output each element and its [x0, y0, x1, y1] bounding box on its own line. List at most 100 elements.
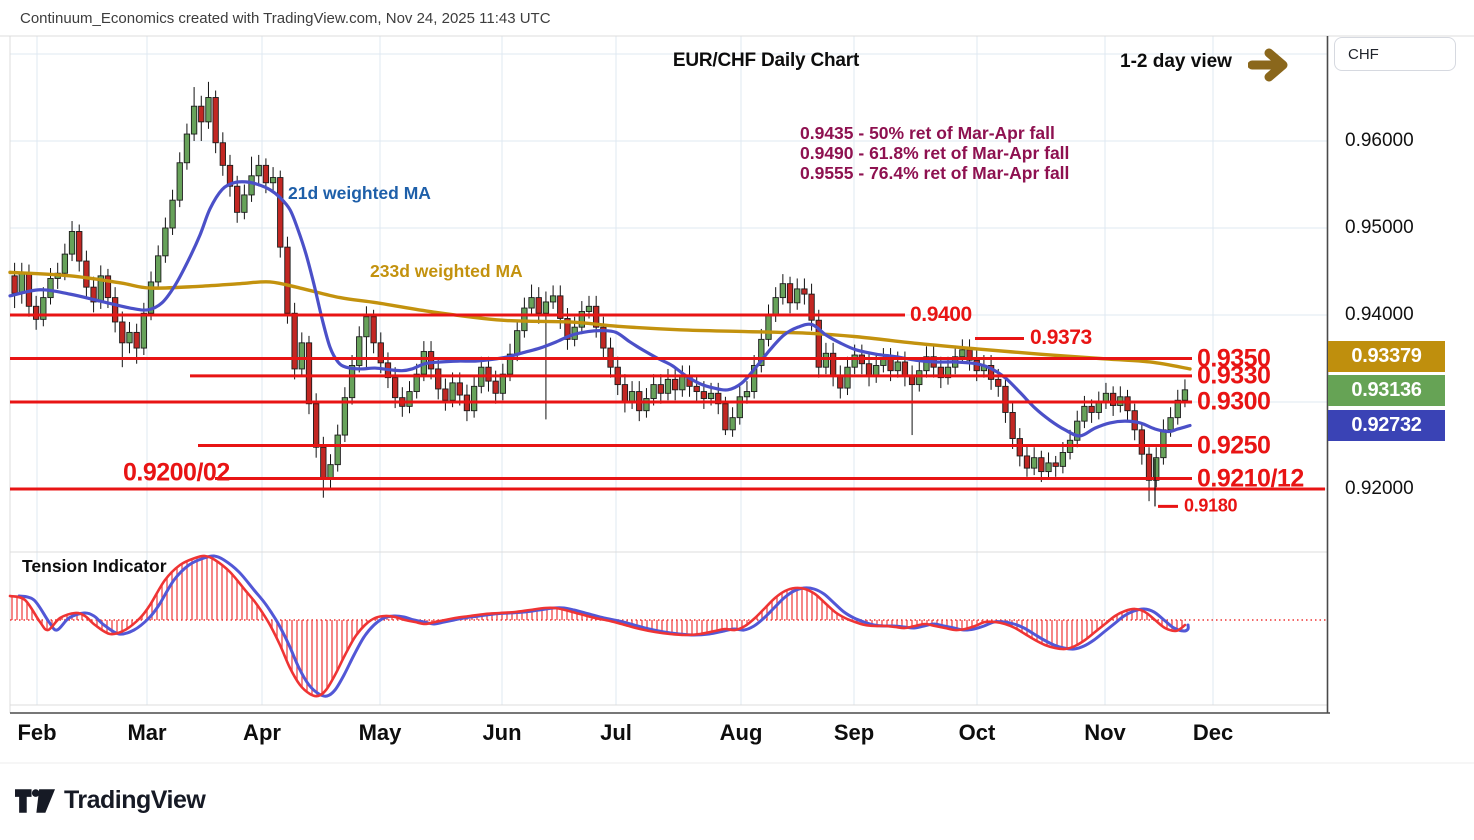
- month-axis-label-nov[interactable]: Nov: [1084, 720, 1126, 745]
- fib-retracement-annotations: 0.9435 - 50% ret of Mar-Apr fall 0.9490 …: [800, 123, 1069, 183]
- candle: [916, 370, 923, 386]
- candle: [1095, 401, 1102, 413]
- tradingview-logo[interactable]: TradingView: [15, 786, 206, 815]
- candle: [801, 288, 808, 295]
- wma233-line: [8, 270, 1192, 371]
- month-axis-label-jun[interactable]: Jun: [482, 720, 522, 745]
- candle: [765, 314, 772, 340]
- candle: [126, 331, 133, 344]
- candle: [90, 286, 97, 303]
- month-axis-label-mar[interactable]: Mar: [127, 720, 167, 745]
- candle: [219, 142, 226, 166]
- month-axis-label-jul[interactable]: Jul: [600, 720, 632, 745]
- candle: [707, 392, 715, 399]
- candle: [621, 384, 629, 403]
- level-label-0921012: 0.9210/12: [1197, 464, 1304, 493]
- candle: [901, 361, 909, 377]
- candle: [1167, 417, 1174, 431]
- candle: [413, 373, 420, 393]
- candle: [147, 281, 155, 314]
- candle: [715, 392, 722, 405]
- candle: [155, 255, 162, 283]
- candle: [76, 231, 83, 262]
- level-label-09373: 0.9373: [1030, 326, 1092, 350]
- month-axis-label-apr[interactable]: Apr: [243, 720, 281, 745]
- candle: [68, 231, 76, 255]
- candle: [865, 363, 873, 377]
- candle: [758, 338, 765, 366]
- candle: [1109, 392, 1117, 406]
- candle: [291, 312, 298, 370]
- candle: [190, 105, 198, 135]
- candle: [535, 297, 542, 314]
- price-axis-label: 0.92000: [1345, 478, 1414, 499]
- candle: [341, 397, 349, 436]
- ma233-label: 233d weighted MA: [370, 261, 523, 281]
- month-axis-label-feb[interactable]: Feb: [17, 720, 57, 745]
- retracement-50: 0.9435 - 50% ret of Mar-Apr fall: [800, 123, 1055, 143]
- tradingview-logo-text: TradingView: [64, 786, 206, 814]
- candle: [104, 275, 112, 299]
- candle: [1009, 411, 1016, 439]
- candle: [944, 366, 952, 379]
- month-axis-label-oct[interactable]: Oct: [958, 720, 996, 745]
- candle: [679, 375, 686, 391]
- candle: [851, 354, 858, 368]
- candle: [1138, 429, 1146, 455]
- candle: [284, 246, 291, 314]
- candle: [1074, 420, 1081, 441]
- candle: [995, 378, 1002, 387]
- candle: [269, 177, 277, 184]
- month-axis-label-dec[interactable]: Dec: [1192, 720, 1234, 745]
- candle: [234, 185, 241, 213]
- candle: [348, 365, 356, 399]
- candle: [578, 311, 585, 328]
- candle: [40, 297, 47, 320]
- candle: [1016, 438, 1023, 457]
- candle: [162, 227, 169, 257]
- candle: [205, 97, 212, 123]
- candle: [1088, 405, 1095, 413]
- candle: [133, 331, 140, 349]
- candle: [657, 384, 664, 394]
- candle: [248, 175, 255, 196]
- tension-blue-line: [17, 554, 1190, 698]
- candle: [61, 253, 69, 274]
- retracement-764: 0.9555 - 76.4% ret of Mar-Apr fall: [800, 163, 1070, 183]
- month-axis-label-sep[interactable]: Sep: [833, 720, 875, 745]
- candle: [736, 396, 743, 419]
- candle: [1059, 452, 1067, 467]
- candle: [377, 342, 384, 364]
- month-axis-label-aug[interactable]: Aug: [719, 720, 763, 745]
- wma21-line: [8, 180, 1192, 438]
- tension-indicator-title: Tension Indicator: [22, 556, 167, 576]
- candle: [1052, 462, 1059, 467]
- candle: [514, 330, 521, 355]
- candle: [449, 382, 456, 401]
- candle: [837, 375, 844, 389]
- candle: [1023, 455, 1031, 469]
- candle: [722, 403, 729, 431]
- candle: [1002, 385, 1009, 413]
- candle: [305, 342, 313, 405]
- candle: [492, 380, 499, 394]
- candle: [808, 293, 815, 321]
- candle: [255, 164, 262, 177]
- month-axis-label-may[interactable]: May: [358, 720, 402, 745]
- candle: [585, 305, 593, 312]
- candle: [435, 368, 442, 390]
- candle: [391, 377, 399, 399]
- candle: [549, 295, 557, 303]
- price-tag-green: 0.93136: [1328, 374, 1445, 406]
- candle: [650, 384, 657, 399]
- candle: [1045, 462, 1052, 473]
- tension-indicator-pane: [8, 554, 1326, 698]
- candle: [743, 391, 751, 398]
- candle: [844, 366, 851, 389]
- candle: [987, 365, 995, 380]
- candle: [427, 351, 435, 370]
- candle: [320, 446, 327, 480]
- symbol-currency-box[interactable]: CHF: [1334, 37, 1456, 71]
- candle: [313, 403, 320, 448]
- level-label-09250: 0.9250: [1197, 431, 1271, 459]
